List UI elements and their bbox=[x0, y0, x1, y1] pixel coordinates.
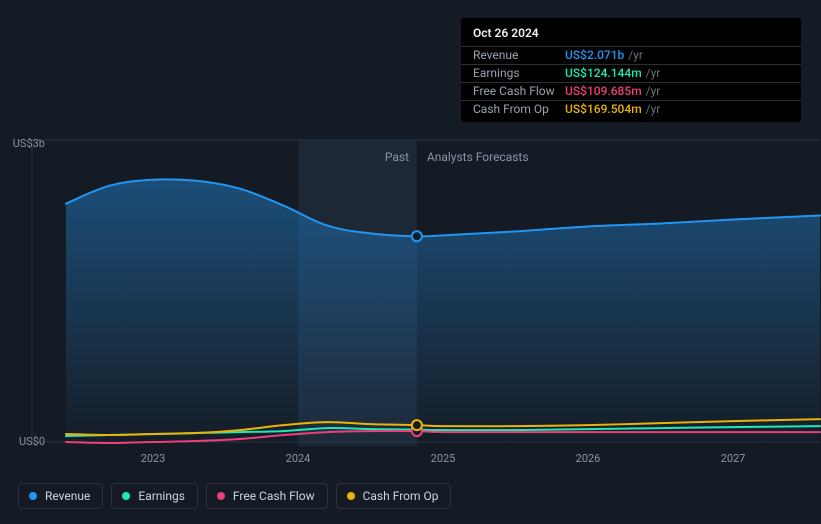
tooltip-title: Oct 26 2024 bbox=[461, 26, 801, 46]
tooltip-key: Earnings bbox=[473, 66, 565, 80]
tooltip-unit: /yr bbox=[646, 102, 661, 116]
legend-label: Cash From Op bbox=[363, 489, 439, 503]
legend-item-cfo[interactable]: Cash From Op bbox=[336, 483, 452, 509]
tooltip-row-earnings: Earnings US$124.144m /yr bbox=[461, 64, 801, 82]
tooltip-key: Cash From Op bbox=[473, 102, 565, 116]
x-axis-label: 2023 bbox=[141, 452, 166, 465]
legend-dot-icon bbox=[122, 492, 130, 500]
tooltip-value: US$169.504m bbox=[565, 102, 642, 116]
x-axis-label: 2024 bbox=[286, 452, 311, 465]
tooltip-key: Free Cash Flow bbox=[473, 84, 565, 98]
tooltip-unit: /yr bbox=[646, 66, 661, 80]
legend-item-fcf[interactable]: Free Cash Flow bbox=[206, 483, 328, 509]
region-label-past: Past bbox=[385, 150, 409, 164]
tooltip-row-cfo: Cash From Op US$169.504m /yr bbox=[461, 100, 801, 118]
legend-dot-icon bbox=[29, 492, 37, 500]
chart-legend: Revenue Earnings Free Cash Flow Cash Fro… bbox=[18, 483, 451, 509]
tooltip-value: US$2.071b bbox=[565, 48, 624, 62]
x-axis-label: 2026 bbox=[576, 452, 601, 465]
y-axis-label: US$3b bbox=[5, 137, 45, 150]
tooltip-key: Revenue bbox=[473, 48, 565, 62]
tooltip-unit: /yr bbox=[646, 84, 661, 98]
tooltip-value: US$109.685m bbox=[565, 84, 642, 98]
legend-label: Earnings bbox=[138, 489, 185, 503]
financials-chart[interactable]: Past Analysts Forecasts Oct 26 2024 Reve… bbox=[16, 0, 805, 460]
region-label-forecast: Analysts Forecasts bbox=[427, 150, 529, 164]
legend-item-earnings[interactable]: Earnings bbox=[111, 483, 198, 509]
tooltip-value: US$124.144m bbox=[565, 66, 642, 80]
y-axis-label: US$0 bbox=[5, 435, 45, 448]
x-axis-label: 2027 bbox=[721, 452, 746, 465]
legend-label: Revenue bbox=[45, 489, 90, 503]
tooltip-row-fcf: Free Cash Flow US$109.685m /yr bbox=[461, 82, 801, 100]
legend-dot-icon bbox=[347, 492, 355, 500]
tooltip-row-revenue: Revenue US$2.071b /yr bbox=[461, 46, 801, 64]
legend-label: Free Cash Flow bbox=[233, 489, 315, 503]
chart-tooltip: Oct 26 2024 Revenue US$2.071b /yr Earnin… bbox=[461, 18, 801, 122]
x-axis-label: 2025 bbox=[431, 452, 456, 465]
tooltip-unit: /yr bbox=[628, 48, 643, 62]
legend-dot-icon bbox=[217, 492, 225, 500]
legend-item-revenue[interactable]: Revenue bbox=[18, 483, 103, 509]
